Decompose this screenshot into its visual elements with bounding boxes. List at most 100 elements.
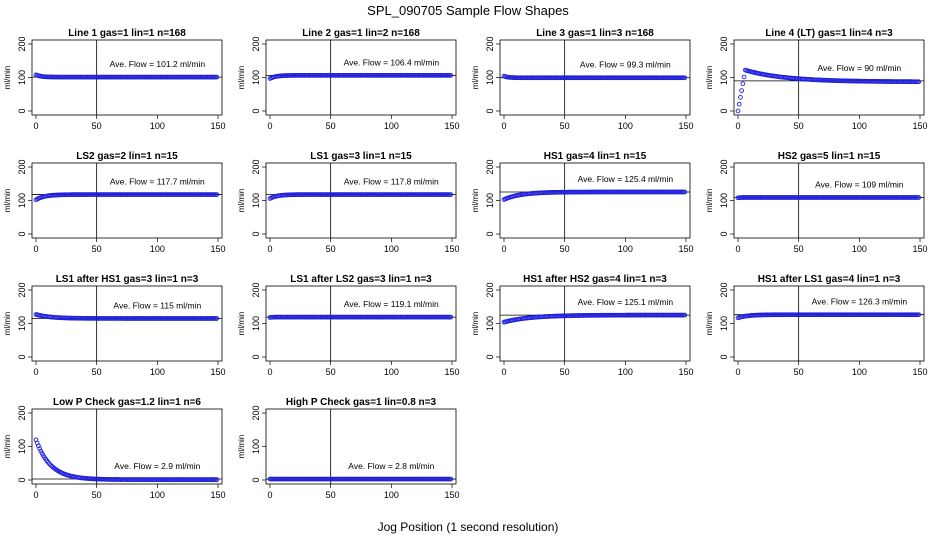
y-tick-label: 100 [719, 70, 729, 85]
panel-title: LS1 after LS2 gas=3 lin=1 n=3 [290, 274, 432, 285]
panel-title: LS1 after HS1 gas=3 lin=1 n=3 [56, 274, 199, 285]
panel-6: LS1 gas=3 lin=1 n=15 0 50 100 150 0 100 200 ml/m… [237, 151, 460, 254]
data-point [448, 476, 454, 482]
data-point [37, 446, 42, 451]
y-tick-label: 200 [17, 282, 27, 297]
x-tick-label: 100 [384, 367, 399, 377]
x-tick-label: 0 [33, 367, 38, 377]
data-point [916, 195, 922, 200]
y-tick-label: 200 [251, 405, 261, 420]
x-tick-label: 150 [210, 490, 225, 500]
x-tick-label: 100 [150, 244, 165, 254]
y-tick-label: 0 [17, 231, 27, 236]
panel-grid: Line 1 gas=1 lin=1 n=168 0 50 100 150 0 100 200… [3, 28, 928, 500]
y-tick-label: 200 [719, 36, 729, 51]
x-tick-label: 0 [501, 244, 506, 254]
data-point [916, 79, 922, 85]
x-tick-label: 100 [618, 244, 633, 254]
y-tick-label: 100 [251, 193, 261, 208]
data-points [33, 72, 220, 80]
panel-title: LS2 gas=2 lin=1 n=15 [76, 151, 178, 162]
x-tick-label: 150 [210, 367, 225, 377]
y-tick-label: 200 [719, 282, 729, 297]
y-axis-label: ml/min [3, 66, 12, 90]
y-axis-label: ml/min [3, 312, 12, 336]
data-point [740, 81, 746, 87]
panel-title: HS2 gas=5 lin=1 n=15 [778, 151, 881, 162]
y-tick-label: 0 [485, 354, 495, 359]
x-tick-label: 150 [678, 244, 693, 254]
data-point [741, 74, 747, 80]
average-flow-annotation: Ave. Flow = 101.2 ml/min [110, 59, 206, 69]
data-point [38, 448, 44, 454]
x-tick-label: 100 [852, 244, 867, 254]
plot-frame [265, 162, 457, 239]
x-tick-label: 150 [210, 244, 225, 254]
y-axis-label: ml/min [3, 189, 12, 213]
y-tick-label: 0 [719, 231, 729, 236]
x-tick-label: 0 [33, 121, 38, 131]
y-axis-label: ml/min [237, 189, 246, 213]
panel-12: HS1 after LS1 gas=4 lin=1 n=3 0 50 100 150 0 1… [705, 274, 928, 377]
y-tick-label: 0 [251, 354, 261, 359]
x-tick-label: 50 [326, 121, 336, 131]
x-tick-label: 0 [735, 121, 740, 131]
x-tick-label: 0 [501, 367, 506, 377]
plot-frame [31, 285, 223, 362]
x-tick-label: 150 [912, 367, 927, 377]
y-axis-label: ml/min [471, 312, 480, 336]
x-tick-label: 150 [444, 244, 459, 254]
x-tick-label: 50 [794, 244, 804, 254]
figure-title: SPL_090705 Sample Flow Shapes [367, 3, 569, 18]
y-axis-label: ml/min [237, 66, 246, 90]
panel-title: HS1 gas=4 lin=1 n=15 [544, 151, 647, 162]
x-tick-label: 150 [444, 121, 459, 131]
x-tick-label: 150 [210, 121, 225, 131]
plot-frame [31, 162, 223, 239]
y-tick-label: 100 [485, 316, 495, 331]
panel-14: High P Check gas=1 lin=0.8 n=3 0 50 100 150 0… [237, 397, 460, 500]
data-points [33, 192, 220, 203]
data-point [214, 74, 220, 80]
average-flow-annotation: Ave. Flow = 125.4 ml/min [578, 174, 674, 184]
x-tick-label: 0 [735, 367, 740, 377]
average-flow-annotation: Ave. Flow = 125.1 ml/min [578, 297, 674, 307]
x-tick-label: 50 [560, 367, 570, 377]
y-tick-label: 100 [485, 70, 495, 85]
data-points [501, 312, 688, 325]
data-point [448, 73, 454, 78]
panel-2: Line 2 gas=1 lin=2 n=168 0 50 100 150 0 100 200… [237, 28, 460, 131]
plot-frame [733, 162, 925, 239]
y-axis-label: ml/min [471, 189, 480, 213]
x-tick-label: 150 [912, 244, 927, 254]
data-points [267, 73, 454, 81]
panel-10: LS1 after LS2 gas=3 lin=1 n=3 0 50 100 150 0 1… [237, 274, 460, 377]
panel-1: Line 1 gas=1 lin=1 n=168 0 50 100 150 0 100 200… [3, 28, 226, 131]
y-tick-label: 200 [719, 159, 729, 174]
panel-3: Line 3 gas=1 lin=3 n=168 0 50 100 150 0 100 200… [471, 28, 694, 131]
y-tick-label: 100 [719, 316, 729, 331]
data-point [739, 88, 744, 93]
x-tick-label: 50 [326, 244, 336, 254]
y-tick-label: 200 [17, 405, 27, 420]
y-tick-label: 0 [485, 231, 495, 236]
x-tick-label: 100 [852, 121, 867, 131]
data-point [448, 192, 454, 197]
average-flow-annotation: Ave. Flow = 106.4 ml/min [344, 57, 440, 67]
y-tick-label: 0 [485, 108, 495, 113]
y-tick-label: 200 [17, 36, 27, 51]
data-point [214, 316, 220, 321]
data-points [33, 437, 220, 483]
panel-title: HS1 after HS2 gas=4 lin=1 n=3 [523, 274, 667, 285]
x-tick-label: 0 [267, 490, 272, 500]
x-tick-label: 100 [618, 367, 633, 377]
y-tick-label: 200 [485, 282, 495, 297]
y-tick-label: 0 [17, 354, 27, 359]
x-tick-label: 50 [92, 244, 102, 254]
x-tick-label: 0 [267, 121, 272, 131]
x-tick-label: 50 [794, 121, 804, 131]
y-tick-label: 0 [719, 108, 729, 113]
average-flow-annotation: Ave. Flow = 117.8 ml/min [344, 177, 439, 187]
average-flow-annotation: Ave. Flow = 119.1 ml/min [344, 299, 439, 309]
